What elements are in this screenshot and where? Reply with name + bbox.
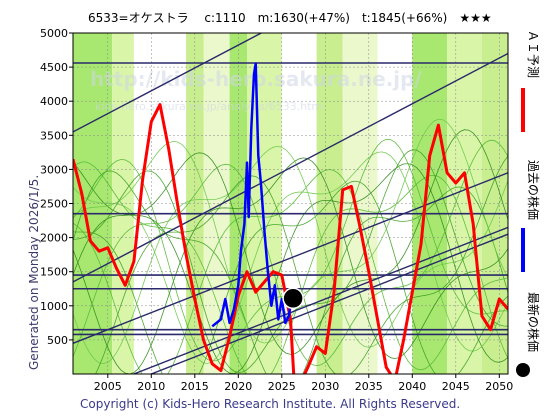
x-tick-label-5: 2030 bbox=[311, 380, 339, 393]
watermark-path: kids-hero.sakura.ne.jp/analysis/6533.htm bbox=[95, 100, 322, 113]
x-tick-label-3: 2020 bbox=[224, 380, 252, 393]
x-axis: 2005 2010 2015 2020 2025 2030 2035 2040 2045 2050 bbox=[94, 374, 513, 393]
trend-line-1 bbox=[73, 52, 508, 283]
trend-line-2 bbox=[73, 172, 508, 344]
y-tick-label-5: 3000 bbox=[40, 163, 68, 176]
ai-forecast-line bbox=[73, 103, 508, 374]
legend-item-latest: 最新の株価 bbox=[516, 292, 541, 377]
ai-forecast-series bbox=[73, 103, 508, 374]
scenario-line-8 bbox=[95, 155, 508, 374]
y-tick-label-4: 2500 bbox=[40, 198, 68, 211]
y-tick-label-6: 3500 bbox=[40, 129, 68, 142]
legend-past-swatch bbox=[521, 228, 525, 272]
legend-item-past: 過去の株価 bbox=[521, 160, 541, 272]
legend-latest-dot bbox=[516, 363, 530, 377]
latest-price-marker bbox=[282, 287, 304, 310]
x-tick-label-8: 2045 bbox=[442, 380, 470, 393]
y-tick-label-8: 4500 bbox=[40, 61, 68, 74]
y-tick-label-0: 500 bbox=[47, 334, 68, 347]
generated-on: Generated on Monday 2026/1/5. bbox=[27, 175, 41, 370]
y-tick-label-1: 1000 bbox=[40, 300, 68, 313]
plot-area: http://kids-hero.sakura.ne.jp/ kids-hero… bbox=[73, 33, 508, 374]
scenario-line-5 bbox=[73, 169, 508, 374]
legend-past-label: 過去の株価 bbox=[526, 160, 541, 220]
x-tick-label-4: 2025 bbox=[268, 380, 296, 393]
past-price-line bbox=[211, 62, 292, 328]
y-axis: 500 1000 1500 2000 2500 3000 3500 4000 4500 5000 bbox=[40, 27, 73, 347]
band-9 bbox=[342, 33, 378, 374]
trend-line-0 bbox=[73, 33, 263, 133]
x-tick-label-6: 2035 bbox=[355, 380, 383, 393]
x-tick-label-7: 2040 bbox=[398, 380, 426, 393]
past-price-series bbox=[211, 62, 292, 328]
legend-ai-label: ＡＩ予測 bbox=[526, 30, 540, 78]
grid-lines bbox=[73, 33, 508, 374]
x-tick-label-1: 2010 bbox=[137, 380, 165, 393]
y-tick-label-9: 5000 bbox=[40, 27, 68, 40]
y-tick-label-7: 4000 bbox=[40, 95, 68, 108]
band-12 bbox=[447, 33, 482, 374]
scenario-line-2 bbox=[73, 162, 508, 374]
legend-ai-swatch bbox=[521, 88, 525, 132]
scenario-line-7 bbox=[73, 145, 508, 365]
x-tick-label-0: 2005 bbox=[94, 380, 122, 393]
copyright: Copyright (c) Kids-Hero Research Institu… bbox=[80, 397, 460, 411]
x-tick-label-9: 2050 bbox=[485, 380, 513, 393]
legend-item-ai: ＡＩ予測 bbox=[521, 30, 540, 132]
y-tick-label-3: 2000 bbox=[40, 232, 68, 245]
latest-price-dot bbox=[282, 287, 304, 310]
scenario-line-3 bbox=[73, 151, 508, 364]
chart-title: 6533=オケストラ c:1110 m:1630(+47%) t:1845(+6… bbox=[88, 11, 492, 25]
x-tick-label-2: 2015 bbox=[181, 380, 209, 393]
scenario-line-6 bbox=[73, 157, 508, 374]
y-tick-label-2: 1500 bbox=[40, 266, 68, 279]
legend: ＡＩ予測 過去の株価 最新の株価 bbox=[516, 30, 541, 377]
legend-latest-label: 最新の株価 bbox=[526, 292, 541, 352]
